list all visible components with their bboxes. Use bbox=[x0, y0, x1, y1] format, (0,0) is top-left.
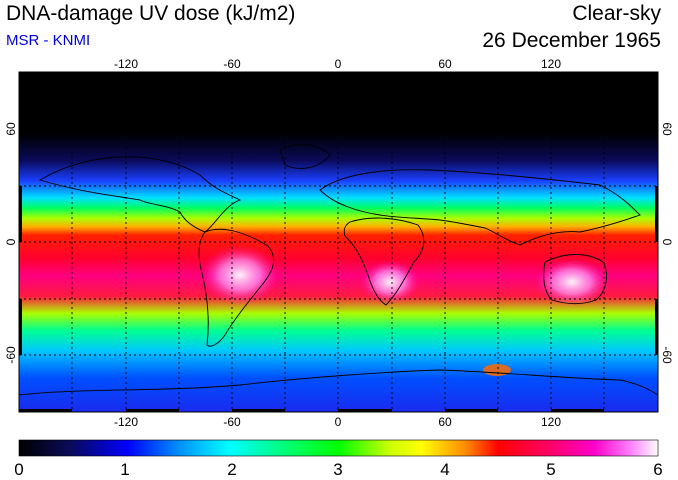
credit-label: MSR - KNMI bbox=[6, 32, 91, 49]
frame-top-bands bbox=[19, 72, 604, 75]
australia-hotspot bbox=[534, 258, 610, 306]
right-latitude-labels: 60 0 -60 bbox=[660, 122, 674, 364]
bottom-longitude-labels: -120 -60 0 60 120 bbox=[114, 415, 561, 429]
colorbar-label: 0 bbox=[14, 460, 23, 479]
colorbar-label: 5 bbox=[546, 460, 555, 479]
greenland-coastline bbox=[279, 144, 331, 169]
africa-coastline bbox=[343, 217, 425, 306]
lon-label-top: 60 bbox=[438, 57, 452, 71]
lon-label-bottom: 0 bbox=[335, 415, 342, 429]
left-latitude-labels: 60 0 -60 bbox=[4, 122, 18, 364]
lon-label-top: -60 bbox=[223, 57, 241, 71]
colorbar-label: 6 bbox=[653, 460, 662, 479]
lon-label-top: -120 bbox=[114, 57, 138, 71]
coastlines bbox=[19, 144, 658, 396]
lon-label-bottom: -120 bbox=[114, 415, 138, 429]
lat-label-right: 0 bbox=[660, 239, 674, 246]
map-frame bbox=[18, 71, 659, 413]
lon-label-top: 0 bbox=[335, 57, 342, 71]
lon-label-bottom: 60 bbox=[438, 415, 452, 429]
antarctica-coastline bbox=[19, 369, 658, 396]
graticule bbox=[19, 72, 658, 412]
top-longitude-labels: -120 -60 0 60 120 bbox=[114, 57, 561, 71]
lon-label-bottom: -60 bbox=[223, 415, 241, 429]
south-america-coastline bbox=[198, 228, 275, 347]
lat-label-left: 0 bbox=[4, 238, 18, 245]
sky-condition-label: Clear-sky bbox=[572, 2, 661, 25]
south-america-hotspot bbox=[200, 245, 280, 305]
australia-coastline bbox=[543, 254, 607, 305]
colorbar-label: 3 bbox=[333, 460, 342, 479]
colorbar-labels: 0 1 2 3 4 5 6 bbox=[14, 460, 662, 479]
frame-right-bands bbox=[655, 72, 658, 355]
lat-label-left: -60 bbox=[4, 346, 18, 364]
lat-label-right: 60 bbox=[660, 122, 674, 136]
colorbar-label: 2 bbox=[227, 460, 236, 479]
lat-label-left: 60 bbox=[4, 122, 18, 136]
north-america-coastline bbox=[38, 156, 242, 233]
colorbar bbox=[18, 439, 659, 457]
lon-label-top: 120 bbox=[541, 57, 561, 71]
date-label: 26 December 1965 bbox=[482, 29, 661, 52]
lon-label-bottom: 120 bbox=[541, 415, 561, 429]
frame-bottom-bands bbox=[19, 409, 604, 412]
europe-asia-coastline bbox=[319, 169, 641, 246]
frame-left-bands bbox=[19, 72, 22, 355]
antarctic-peak bbox=[483, 364, 511, 376]
colorbar-label: 1 bbox=[120, 460, 129, 479]
lat-label-right: -60 bbox=[660, 346, 674, 364]
map-title: DNA-damage UV dose (kJ/m2) bbox=[6, 2, 296, 25]
colorbar-label: 4 bbox=[440, 460, 449, 479]
map-plot-area bbox=[19, 72, 658, 412]
